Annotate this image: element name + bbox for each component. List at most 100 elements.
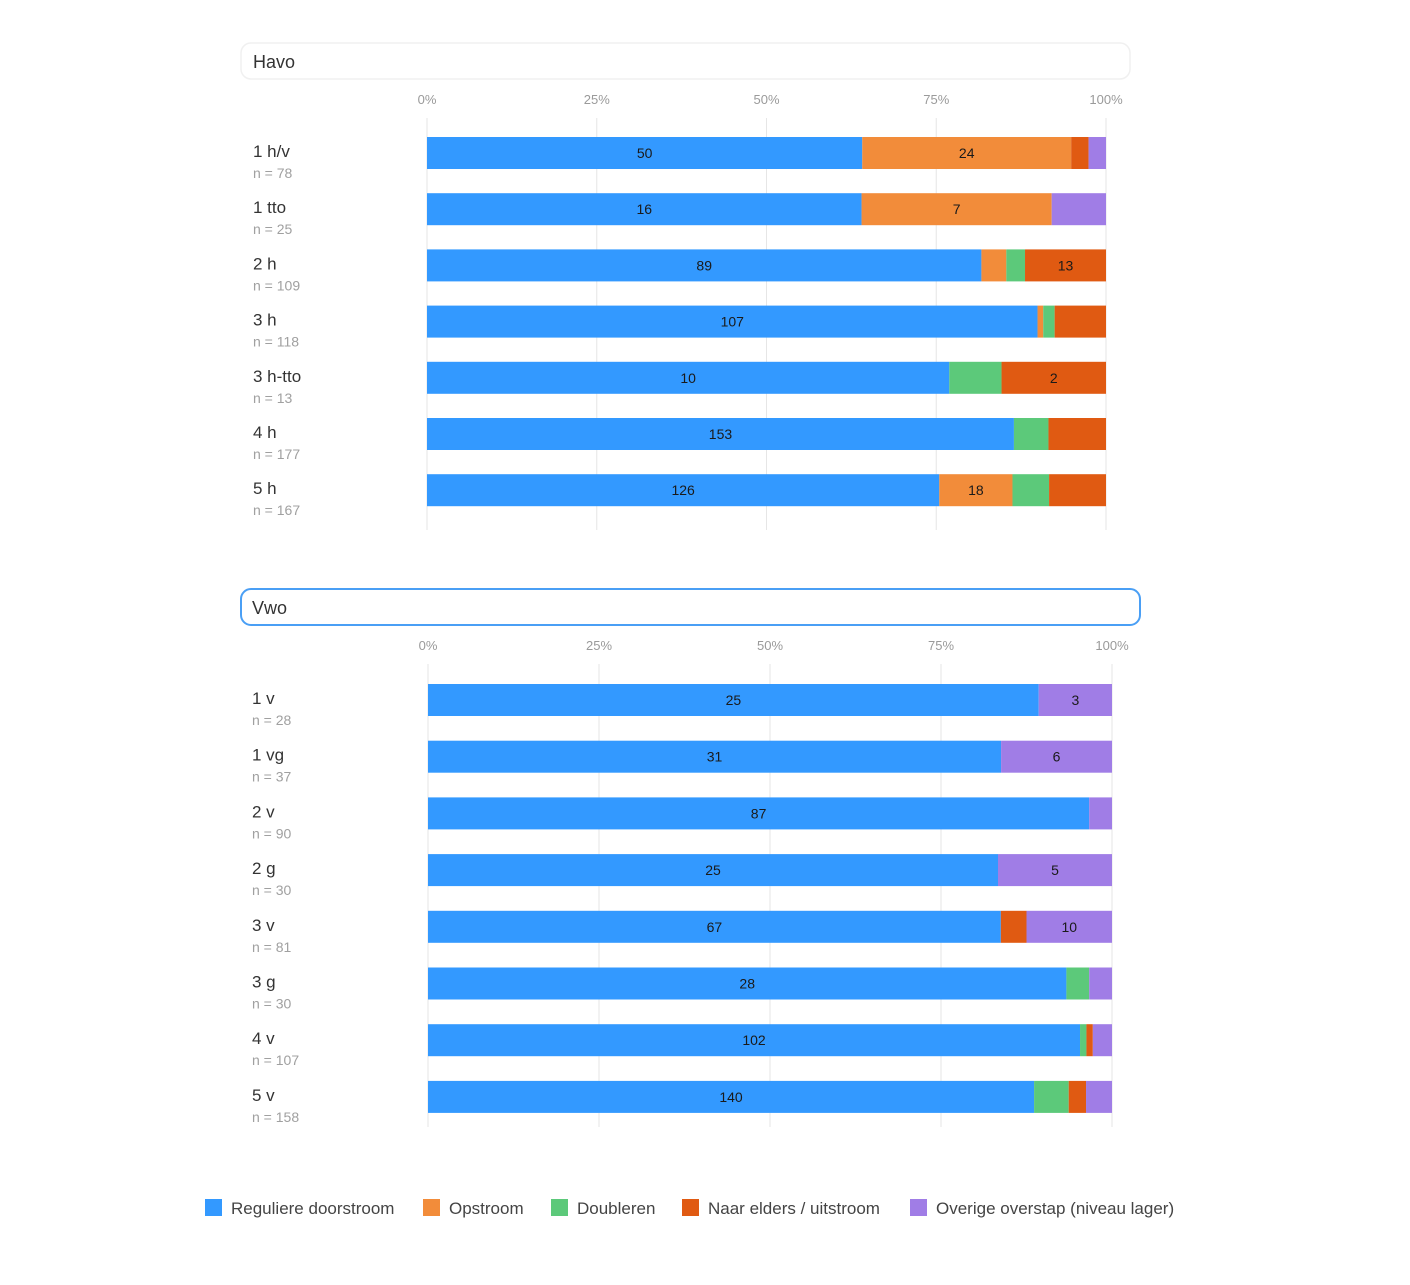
havo-bar-segment-repeat[interactable] [949, 361, 1002, 394]
vwo-bar-value-label: 6 [1053, 749, 1061, 765]
havo-bar-segment-repeat[interactable] [1006, 249, 1026, 282]
vwo-bar-segment-other[interactable] [1038, 684, 1112, 716]
havo-row-label: 1 tto [253, 198, 286, 217]
havo-bar-value-label: 89 [696, 257, 712, 273]
havo-bar-value-label: 18 [968, 482, 984, 498]
vwo-bar-segment-repeat[interactable] [1066, 967, 1090, 1000]
vwo-bar-segment-elsewhere[interactable] [1000, 910, 1027, 943]
vwo-x-tick-label: 75% [928, 638, 954, 653]
legend-item-upstream[interactable]: Opstroom [423, 1199, 524, 1218]
havo-bar-segment-elsewhere[interactable] [1049, 474, 1106, 507]
havo-bar-segment-regular[interactable] [427, 361, 950, 394]
vwo-bar-segment-repeat[interactable] [1034, 1080, 1069, 1113]
vwo-bar-segment-regular[interactable] [428, 967, 1067, 1000]
havo-bar-segment-regular[interactable] [427, 249, 982, 282]
havo-x-tick-label: 0% [418, 92, 437, 107]
havo-bar-value-label: 126 [671, 482, 695, 498]
vwo-bar-segment-regular[interactable] [428, 740, 1002, 773]
vwo-bar-segment-regular[interactable] [428, 797, 1090, 830]
vwo-bar-segment-other[interactable] [1089, 967, 1112, 1000]
havo-row-label: 3 h [253, 311, 277, 330]
havo-bar-segment-regular[interactable] [427, 305, 1038, 338]
legend-item-repeat[interactable]: Doubleren [551, 1199, 655, 1218]
vwo-row-label: 2 v [252, 802, 275, 821]
vwo-bar-value-label: 5 [1051, 862, 1059, 878]
legend-label-repeat: Doubleren [577, 1199, 655, 1218]
vwo-row-label: 1 vg [252, 746, 284, 765]
vwo-bar-segment-elsewhere[interactable] [1086, 1024, 1093, 1057]
havo-bar-segment-regular[interactable] [427, 418, 1014, 450]
havo-bar-segment-elsewhere[interactable] [1048, 418, 1106, 450]
havo-bar-value-label: 7 [953, 201, 961, 217]
havo-bar-value-label: 24 [959, 145, 975, 161]
vwo-bar-segment-regular[interactable] [428, 1080, 1035, 1113]
legend-item-other[interactable]: Overige overstap (niveau lager) [910, 1199, 1174, 1218]
havo-row-label: 2 h [253, 254, 277, 273]
legend-swatch-regular [205, 1199, 222, 1216]
havo-row-label: 1 h/v [253, 142, 290, 161]
havo-x-tick-label: 75% [923, 92, 949, 107]
vwo-bar-segment-elsewhere[interactable] [1068, 1080, 1087, 1113]
legend-item-regular[interactable]: Reguliere doorstroom [205, 1199, 394, 1218]
havo-header-box[interactable] [240, 42, 1131, 80]
havo-bar-segment-regular[interactable] [427, 193, 862, 226]
legend-swatch-repeat [551, 1199, 568, 1216]
legend-item-elsewhere[interactable]: Naar elders / uitstroom [682, 1199, 880, 1218]
legend-label-regular: Reguliere doorstroom [231, 1199, 394, 1218]
havo-x-tick-label: 100% [1089, 92, 1123, 107]
havo-bar-segment-upstream[interactable] [1037, 305, 1044, 338]
havo-x-tick-label: 25% [584, 92, 610, 107]
vwo-bar-segment-other[interactable] [998, 854, 1112, 887]
havo-bar-value-label: 107 [721, 314, 745, 330]
havo-bar-segment-repeat[interactable] [1012, 474, 1050, 507]
havo-bar-segment-regular[interactable] [427, 137, 863, 169]
vwo-bar-segment-other[interactable] [1001, 740, 1112, 773]
vwo-bar-segment-other[interactable] [1026, 910, 1113, 943]
havo-bar-segment-elsewhere[interactable] [1001, 361, 1106, 394]
havo-header[interactable]: Havo [240, 42, 1131, 80]
vwo-header[interactable]: Vwo [240, 588, 1141, 626]
havo-bar-value-label: 50 [637, 145, 653, 161]
havo-bar-value-label: 10 [680, 370, 696, 386]
vwo-bar-value-label: 140 [719, 1089, 743, 1105]
vwo-bar-segment-other[interactable] [1092, 1024, 1112, 1057]
havo-chart: 0% 25% 50% 75% 100% 1 h/v n = 78 50 24 1 tto n = 2… [253, 92, 1123, 530]
havo-bar-segment-other[interactable] [1051, 193, 1106, 226]
vwo-bar-value-label: 3 [1071, 692, 1079, 708]
havo-row-count: n = 78 [253, 165, 293, 181]
vwo-bar-segment-regular[interactable] [428, 854, 998, 887]
vwo-bar-segment-repeat[interactable] [1080, 1024, 1087, 1057]
havo-row-count: n = 167 [253, 502, 300, 518]
vwo-row-count: n = 81 [252, 939, 292, 955]
vwo-bar-segment-regular[interactable] [428, 1024, 1081, 1057]
havo-bar-value-label: 153 [709, 426, 733, 442]
havo-bar-segment-elsewhere[interactable] [1071, 137, 1089, 169]
havo-bar-segment-upstream[interactable] [862, 137, 1072, 169]
havo-row-label: 5 h [253, 479, 277, 498]
vwo-chart: 0% 25% 50% 75% 100% 1 v n = 28 25 3 1 vg n = 37 31 6… [252, 638, 1129, 1127]
vwo-bar-segment-other[interactable] [1089, 797, 1112, 830]
havo-bar-segment-upstream[interactable] [939, 474, 1013, 507]
legend-swatch-other [910, 1199, 927, 1216]
havo-bar-segment-upstream[interactable] [981, 249, 1007, 282]
legend-swatch-upstream [423, 1199, 440, 1216]
vwo-row-count: n = 158 [252, 1109, 299, 1125]
vwo-header-box[interactable] [240, 588, 1141, 626]
havo-bar-segment-regular[interactable] [427, 474, 940, 507]
havo-bar-segment-repeat[interactable] [1043, 305, 1055, 338]
vwo-row-label: 5 v [252, 1086, 275, 1105]
havo-bar-segment-elsewhere[interactable] [1054, 305, 1106, 338]
havo-bar-segment-repeat[interactable] [1013, 418, 1049, 450]
havo-row-count: n = 177 [253, 446, 300, 462]
havo-bar-segment-upstream[interactable] [861, 193, 1052, 226]
vwo-row-label: 3 g [252, 973, 276, 992]
havo-bar-value-label: 2 [1050, 370, 1058, 386]
vwo-bar-segment-other[interactable] [1086, 1080, 1112, 1113]
legend-swatch-elsewhere [682, 1199, 699, 1216]
vwo-bar-segment-regular[interactable] [428, 684, 1039, 716]
havo-bar-segment-other[interactable] [1088, 137, 1106, 169]
vwo-bar-segment-regular[interactable] [428, 910, 1001, 943]
vwo-row-label: 1 v [252, 689, 275, 708]
havo-bar-segment-elsewhere[interactable] [1025, 249, 1106, 282]
vwo-row-count: n = 30 [252, 996, 292, 1012]
